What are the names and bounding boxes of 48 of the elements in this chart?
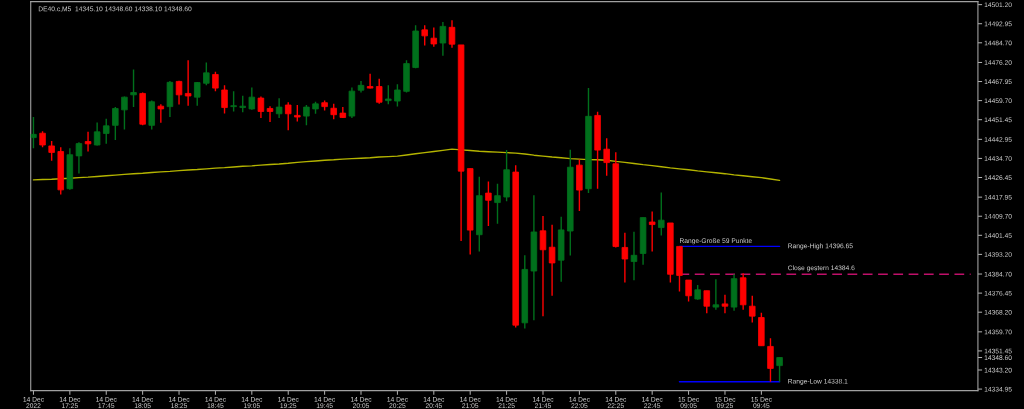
candlestick	[767, 337, 774, 383]
candlestick	[439, 21, 447, 57]
candlestick	[93, 121, 101, 147]
candlestick	[385, 84, 392, 106]
candlestick	[685, 279, 692, 303]
line-series	[32, 148, 781, 182]
candlestick	[193, 81, 201, 107]
candlestick	[548, 224, 556, 297]
candlestick	[430, 26, 438, 48]
candlestick	[30, 116, 37, 149]
candlestick	[130, 68, 137, 108]
candlestick	[103, 117, 110, 145]
candlestick	[230, 90, 237, 113]
candlestick	[284, 101, 292, 131]
candlestick	[630, 231, 638, 281]
candlestick	[485, 180, 492, 227]
candlestick	[421, 24, 428, 47]
candlestick	[394, 83, 401, 108]
candlestick	[776, 356, 783, 383]
candlestick	[221, 84, 228, 115]
candlestick	[75, 141, 83, 175]
candlestick	[375, 77, 383, 105]
candlestick	[248, 86, 256, 111]
candlestick	[494, 182, 501, 225]
candlestick	[275, 97, 283, 119]
candlestick	[712, 278, 720, 311]
candlestick	[448, 19, 456, 49]
candlestick	[303, 104, 310, 127]
candlestick	[703, 290, 711, 314]
candlestick	[658, 191, 665, 237]
candlestick	[257, 95, 265, 119]
candlestick	[148, 99, 155, 131]
candlestick	[539, 215, 547, 317]
candlestick	[266, 105, 274, 123]
candlestick	[212, 71, 219, 93]
candlestick	[203, 61, 210, 87]
candlestick	[157, 103, 165, 124]
candlestick	[749, 295, 756, 324]
candlestick	[184, 59, 192, 107]
candlestick	[84, 131, 92, 153]
candlestick	[121, 95, 128, 131]
candlestick	[366, 73, 374, 90]
candlestick	[603, 137, 610, 177]
candlestick	[648, 210, 656, 253]
candlestick	[721, 293, 729, 314]
candlestick	[112, 106, 119, 141]
candlestick	[621, 231, 629, 284]
candlestick	[48, 140, 55, 162]
